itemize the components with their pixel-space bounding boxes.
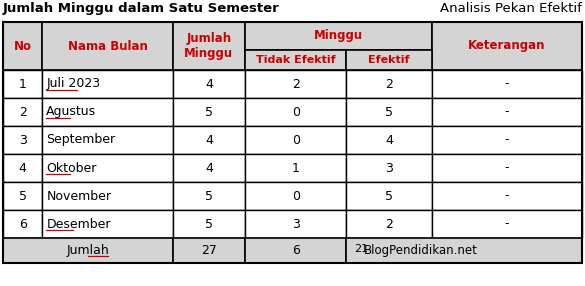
Text: Tidak Efektif: Tidak Efektif bbox=[256, 55, 335, 65]
Bar bbox=[245, 238, 346, 263]
Bar bbox=[173, 154, 245, 182]
Bar bbox=[173, 210, 245, 238]
Text: Minggu: Minggu bbox=[314, 29, 363, 43]
Text: Analisis Pekan Efektif: Analisis Pekan Efektif bbox=[440, 2, 582, 15]
Bar bbox=[245, 154, 346, 182]
Bar bbox=[346, 126, 432, 154]
Text: 5: 5 bbox=[385, 106, 393, 118]
Text: 2: 2 bbox=[386, 217, 393, 231]
Text: 4: 4 bbox=[205, 78, 213, 90]
Bar bbox=[42, 98, 173, 126]
Text: 4: 4 bbox=[19, 162, 27, 174]
Text: 2: 2 bbox=[386, 78, 393, 90]
Bar bbox=[173, 238, 245, 263]
Text: 0: 0 bbox=[292, 106, 300, 118]
Bar bbox=[3, 154, 42, 182]
Bar bbox=[346, 154, 432, 182]
Bar bbox=[3, 238, 173, 263]
Text: -: - bbox=[505, 217, 510, 231]
Text: 0: 0 bbox=[292, 190, 300, 202]
Text: 3: 3 bbox=[386, 162, 393, 174]
Text: 3: 3 bbox=[292, 217, 300, 231]
Bar bbox=[245, 70, 346, 98]
Bar bbox=[245, 98, 346, 126]
Text: Jumlah: Jumlah bbox=[67, 244, 109, 257]
Text: 5: 5 bbox=[19, 190, 27, 202]
Bar bbox=[346, 182, 432, 210]
Text: 4: 4 bbox=[205, 162, 213, 174]
Bar bbox=[432, 126, 582, 154]
Text: Efektif: Efektif bbox=[369, 55, 410, 65]
Bar bbox=[432, 70, 582, 98]
Bar bbox=[173, 22, 245, 70]
Text: -: - bbox=[505, 162, 510, 174]
Text: Agustus: Agustus bbox=[46, 106, 97, 118]
Text: November: November bbox=[46, 190, 111, 202]
Text: 5: 5 bbox=[205, 217, 213, 231]
Text: -: - bbox=[505, 190, 510, 202]
Text: No: No bbox=[13, 39, 32, 53]
Bar bbox=[173, 182, 245, 210]
Text: 5: 5 bbox=[385, 190, 393, 202]
Text: Oktober: Oktober bbox=[46, 162, 97, 174]
Text: Keterangan: Keterangan bbox=[468, 39, 546, 53]
Bar bbox=[432, 98, 582, 126]
Text: 1: 1 bbox=[292, 162, 300, 174]
Text: 5: 5 bbox=[205, 190, 213, 202]
Text: 3: 3 bbox=[19, 134, 27, 146]
Text: 4: 4 bbox=[205, 134, 213, 146]
Bar bbox=[432, 210, 582, 238]
Bar bbox=[346, 98, 432, 126]
Bar bbox=[346, 238, 582, 263]
Text: September: September bbox=[46, 134, 115, 146]
Bar bbox=[42, 154, 173, 182]
Text: BlogPendidikan.net: BlogPendidikan.net bbox=[364, 244, 478, 257]
Bar bbox=[346, 50, 432, 70]
Bar bbox=[3, 22, 42, 70]
Bar bbox=[3, 70, 42, 98]
Bar bbox=[245, 126, 346, 154]
Text: Jumlah
Minggu: Jumlah Minggu bbox=[184, 32, 233, 60]
Text: Jumlah Minggu dalam Satu Semester: Jumlah Minggu dalam Satu Semester bbox=[3, 2, 280, 15]
Bar bbox=[42, 210, 173, 238]
Bar bbox=[173, 70, 245, 98]
Text: -: - bbox=[505, 78, 510, 90]
Text: 27: 27 bbox=[201, 244, 217, 257]
Text: Juli 2023: Juli 2023 bbox=[46, 78, 101, 90]
Bar bbox=[245, 22, 432, 50]
Bar bbox=[432, 182, 582, 210]
Text: Nama Bulan: Nama Bulan bbox=[68, 39, 147, 53]
Bar bbox=[3, 210, 42, 238]
Text: 21: 21 bbox=[355, 243, 369, 253]
Bar bbox=[346, 210, 432, 238]
Text: Desember: Desember bbox=[46, 217, 111, 231]
Bar bbox=[245, 182, 346, 210]
Text: -: - bbox=[505, 134, 510, 146]
Bar bbox=[42, 22, 173, 70]
Bar bbox=[3, 22, 582, 263]
Bar bbox=[42, 126, 173, 154]
Bar bbox=[432, 22, 582, 70]
Bar bbox=[3, 182, 42, 210]
Text: 6: 6 bbox=[19, 217, 27, 231]
Text: -: - bbox=[505, 106, 510, 118]
Text: 4: 4 bbox=[386, 134, 393, 146]
Text: 0: 0 bbox=[292, 134, 300, 146]
Bar bbox=[432, 154, 582, 182]
Text: 1: 1 bbox=[19, 78, 27, 90]
Bar bbox=[346, 70, 432, 98]
Text: 2: 2 bbox=[19, 106, 27, 118]
Text: 5: 5 bbox=[205, 106, 213, 118]
Bar bbox=[245, 50, 346, 70]
Text: 6: 6 bbox=[292, 244, 300, 257]
Bar bbox=[3, 98, 42, 126]
Bar bbox=[3, 126, 42, 154]
Bar bbox=[245, 210, 346, 238]
Bar bbox=[42, 70, 173, 98]
Bar bbox=[173, 98, 245, 126]
Bar bbox=[42, 182, 173, 210]
Bar bbox=[173, 126, 245, 154]
Text: 2: 2 bbox=[292, 78, 300, 90]
